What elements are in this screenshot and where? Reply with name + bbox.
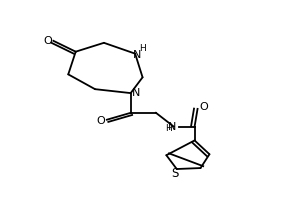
Text: N: N — [132, 50, 141, 60]
Text: O: O — [97, 116, 105, 126]
Text: H: H — [165, 124, 172, 133]
Text: S: S — [172, 167, 179, 180]
Text: O: O — [199, 102, 208, 112]
Text: N: N — [168, 122, 176, 132]
Text: N: N — [132, 88, 140, 98]
Text: H: H — [140, 44, 146, 53]
Text: O: O — [44, 36, 52, 46]
